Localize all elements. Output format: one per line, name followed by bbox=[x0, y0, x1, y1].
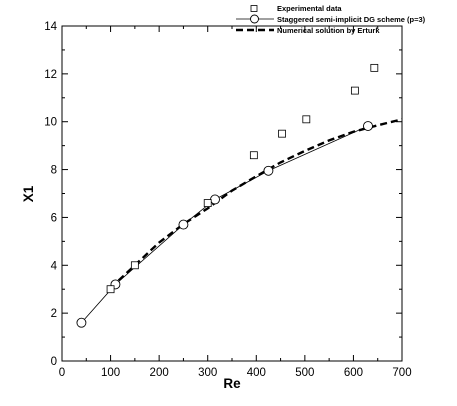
dg-point bbox=[363, 121, 373, 131]
x-tick-label: 400 bbox=[247, 367, 266, 379]
y-axis-title: X1 bbox=[21, 185, 36, 202]
legend-circle-marker bbox=[250, 14, 259, 24]
x-tick-label: 0 bbox=[59, 367, 65, 379]
plot-frame bbox=[61, 25, 403, 362]
experimental-point bbox=[370, 63, 379, 72]
y-tick-label: 10 bbox=[44, 117, 57, 129]
x-tick-label: 600 bbox=[344, 367, 363, 379]
y-tick-label: 6 bbox=[51, 212, 57, 224]
legend-square-marker bbox=[250, 5, 258, 12]
y-tick-label: 2 bbox=[51, 308, 57, 320]
experimental-point bbox=[302, 115, 311, 124]
experimental-point bbox=[203, 199, 212, 207]
x-tick-label: 300 bbox=[198, 367, 217, 379]
legend-label-dg: Staggered semi-implicit DG scheme (p=3) bbox=[277, 15, 426, 24]
legend-label-erturk: Numerical solution by Erturk bbox=[277, 26, 380, 35]
y-tick-label: 4 bbox=[51, 260, 58, 272]
series-layer bbox=[76, 63, 403, 328]
dg-point bbox=[263, 165, 274, 176]
legend-label-experimental: Experimental data bbox=[277, 4, 342, 13]
y-tick-label: 8 bbox=[51, 165, 57, 177]
y-tick-label: 0 bbox=[51, 356, 57, 368]
x-tick-label: 500 bbox=[295, 367, 314, 379]
dg-point bbox=[178, 219, 189, 230]
x-tick-label: 700 bbox=[392, 367, 411, 379]
erturk-series-line bbox=[109, 118, 403, 289]
x-axis-title: Re bbox=[223, 376, 241, 391]
dg-point bbox=[210, 194, 220, 205]
dg-series-line bbox=[81, 125, 369, 323]
y-tick-label: 12 bbox=[44, 69, 57, 81]
x-tick-label: 200 bbox=[150, 367, 169, 379]
experimental-point bbox=[278, 129, 286, 138]
dg-point bbox=[76, 317, 87, 328]
experimental-point bbox=[130, 261, 139, 270]
legend: Experimental data Staggered semi-implicit… bbox=[236, 4, 426, 35]
x-ticks: 0 100 200 300 400 500 600 700 bbox=[59, 26, 412, 379]
y-ticks: 0 2 4 6 8 10 12 14 bbox=[44, 21, 402, 368]
experimental-point bbox=[249, 151, 258, 160]
experimental-point bbox=[106, 285, 115, 294]
x-tick-label: 100 bbox=[101, 367, 120, 379]
experimental-point bbox=[350, 86, 359, 95]
y-tick-label: 14 bbox=[44, 21, 57, 33]
